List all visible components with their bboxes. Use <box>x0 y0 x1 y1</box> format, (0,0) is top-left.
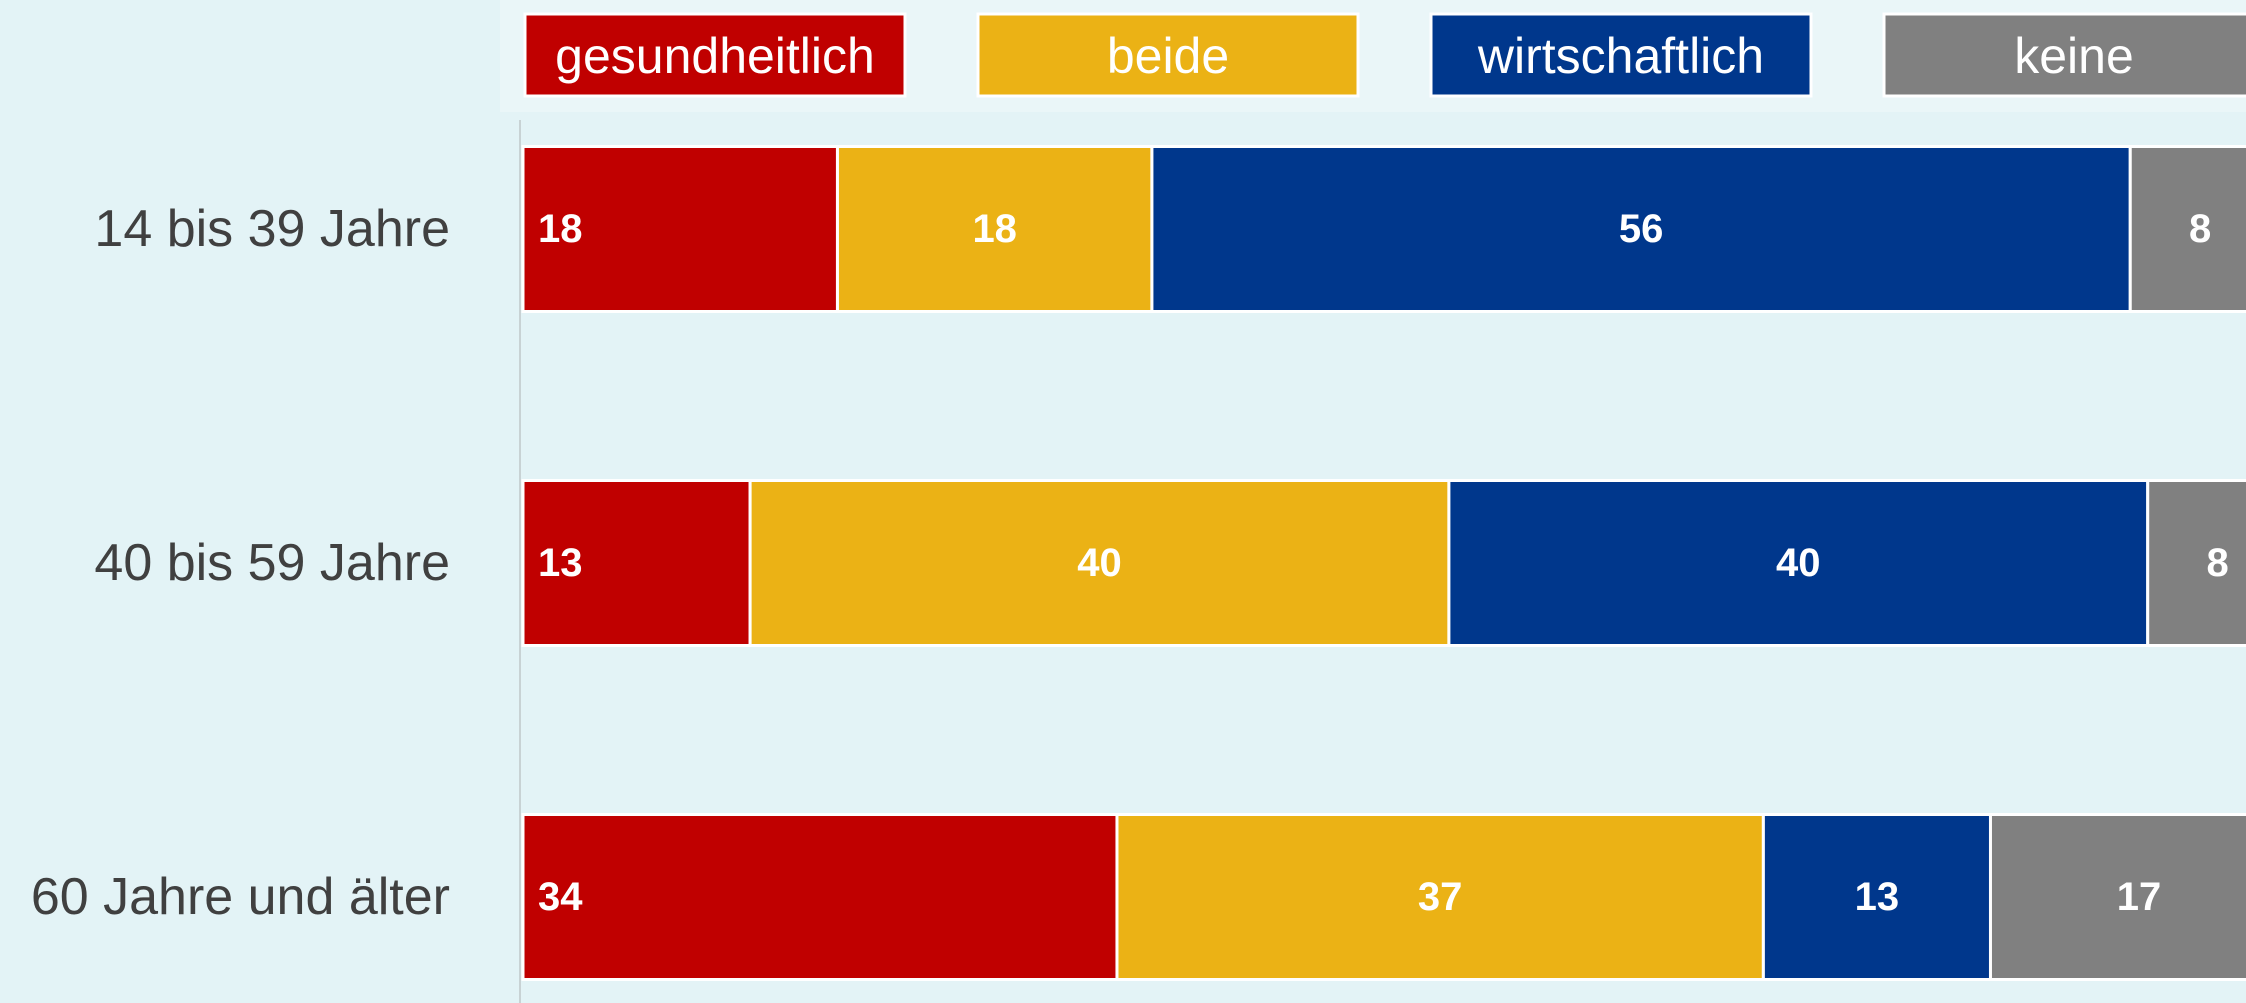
bar-segment <box>521 813 1119 981</box>
legend-swatch <box>1882 12 2246 98</box>
category-label: 60 Jahre und älter <box>31 868 450 926</box>
bar-segment <box>1761 813 1992 981</box>
value-label: 56 <box>1619 207 1664 251</box>
value-label: 40 <box>1776 541 1821 585</box>
legend-swatch <box>523 12 907 98</box>
value-label: 18 <box>538 207 583 251</box>
bar-segment <box>2146 479 2246 647</box>
bar-segment <box>2128 145 2246 313</box>
value-label: 13 <box>1855 875 1900 919</box>
legend-label: beide <box>1107 28 1229 84</box>
value-label: 13 <box>538 541 583 585</box>
legend-swatch <box>976 12 1360 98</box>
bar-segment <box>1150 145 2132 313</box>
legend-label: gesundheitlich <box>555 28 875 84</box>
value-label: 8 <box>2189 207 2211 251</box>
value-label: 18 <box>972 207 1017 251</box>
value-label: 37 <box>1418 875 1463 919</box>
bar-segment <box>748 479 1451 647</box>
legend-swatch <box>1429 12 1813 98</box>
legend-label: keine <box>2014 28 2134 84</box>
value-label: 8 <box>2206 541 2228 585</box>
value-label: 17 <box>2117 875 2162 919</box>
legend-label: wirtschaftlich <box>1477 28 1764 84</box>
bar-segment <box>1115 813 1765 981</box>
bar-segment <box>1988 813 2246 981</box>
category-label: 14 bis 39 Jahre <box>94 200 450 258</box>
value-label: 40 <box>1077 541 1122 585</box>
category-label: 40 bis 59 Jahre <box>94 534 450 592</box>
bar-segment <box>521 479 752 647</box>
value-label: 34 <box>538 875 583 919</box>
bar-segment <box>1447 479 2150 647</box>
